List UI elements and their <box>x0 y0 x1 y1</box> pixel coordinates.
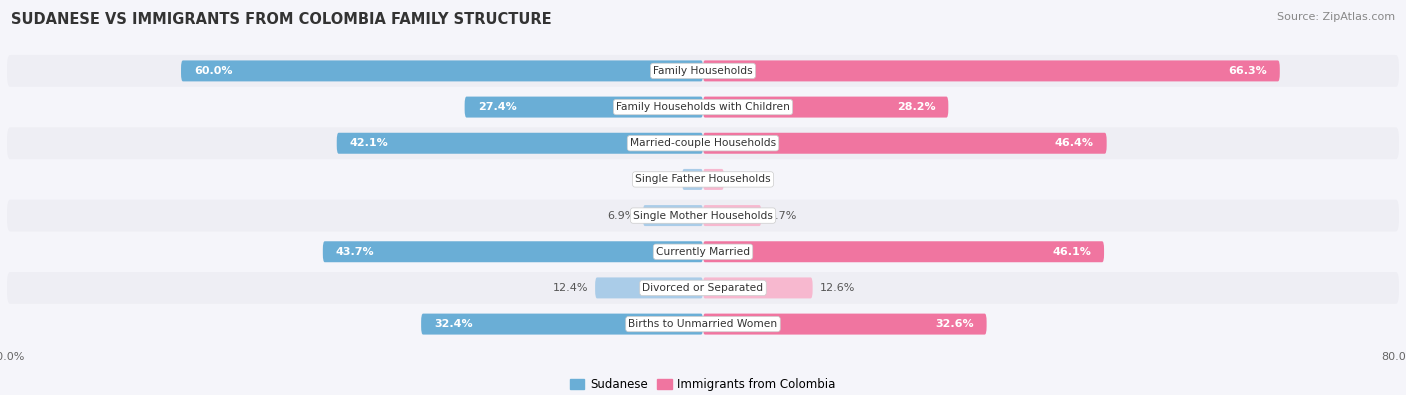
Text: Married-couple Households: Married-couple Households <box>630 138 776 148</box>
Text: 32.6%: 32.6% <box>935 319 973 329</box>
Text: 42.1%: 42.1% <box>350 138 388 148</box>
FancyBboxPatch shape <box>703 133 1107 154</box>
FancyBboxPatch shape <box>7 272 1399 304</box>
FancyBboxPatch shape <box>7 308 1399 340</box>
Text: 27.4%: 27.4% <box>478 102 516 112</box>
Text: 2.4%: 2.4% <box>731 175 759 184</box>
Text: Family Households: Family Households <box>654 66 752 76</box>
Text: 6.7%: 6.7% <box>768 211 797 220</box>
FancyBboxPatch shape <box>703 205 761 226</box>
FancyBboxPatch shape <box>595 277 703 298</box>
FancyBboxPatch shape <box>703 314 987 335</box>
Text: Currently Married: Currently Married <box>657 247 749 257</box>
FancyBboxPatch shape <box>323 241 703 262</box>
FancyBboxPatch shape <box>7 236 1399 268</box>
Text: 66.3%: 66.3% <box>1227 66 1267 76</box>
Text: Family Households with Children: Family Households with Children <box>616 102 790 112</box>
FancyBboxPatch shape <box>682 169 703 190</box>
Text: 60.0%: 60.0% <box>194 66 232 76</box>
FancyBboxPatch shape <box>7 91 1399 123</box>
FancyBboxPatch shape <box>703 169 724 190</box>
Text: Births to Unmarried Women: Births to Unmarried Women <box>628 319 778 329</box>
Text: Single Father Households: Single Father Households <box>636 175 770 184</box>
FancyBboxPatch shape <box>643 205 703 226</box>
FancyBboxPatch shape <box>7 199 1399 231</box>
Text: 32.4%: 32.4% <box>434 319 472 329</box>
Text: 2.4%: 2.4% <box>647 175 675 184</box>
Text: 43.7%: 43.7% <box>336 247 374 257</box>
FancyBboxPatch shape <box>703 241 1104 262</box>
FancyBboxPatch shape <box>181 60 703 81</box>
FancyBboxPatch shape <box>703 60 1279 81</box>
FancyBboxPatch shape <box>7 164 1399 196</box>
Text: 46.4%: 46.4% <box>1054 138 1094 148</box>
FancyBboxPatch shape <box>7 55 1399 87</box>
Text: 46.1%: 46.1% <box>1052 247 1091 257</box>
Text: 12.4%: 12.4% <box>553 283 588 293</box>
Text: Single Mother Households: Single Mother Households <box>633 211 773 220</box>
FancyBboxPatch shape <box>703 97 948 118</box>
FancyBboxPatch shape <box>422 314 703 335</box>
FancyBboxPatch shape <box>464 97 703 118</box>
FancyBboxPatch shape <box>7 127 1399 159</box>
FancyBboxPatch shape <box>337 133 703 154</box>
FancyBboxPatch shape <box>703 277 813 298</box>
Legend: Sudanese, Immigrants from Colombia: Sudanese, Immigrants from Colombia <box>565 373 841 395</box>
Text: 12.6%: 12.6% <box>820 283 855 293</box>
Text: Divorced or Separated: Divorced or Separated <box>643 283 763 293</box>
Text: 6.9%: 6.9% <box>607 211 636 220</box>
Text: Source: ZipAtlas.com: Source: ZipAtlas.com <box>1277 12 1395 22</box>
Text: SUDANESE VS IMMIGRANTS FROM COLOMBIA FAMILY STRUCTURE: SUDANESE VS IMMIGRANTS FROM COLOMBIA FAM… <box>11 12 553 27</box>
Text: 28.2%: 28.2% <box>897 102 935 112</box>
